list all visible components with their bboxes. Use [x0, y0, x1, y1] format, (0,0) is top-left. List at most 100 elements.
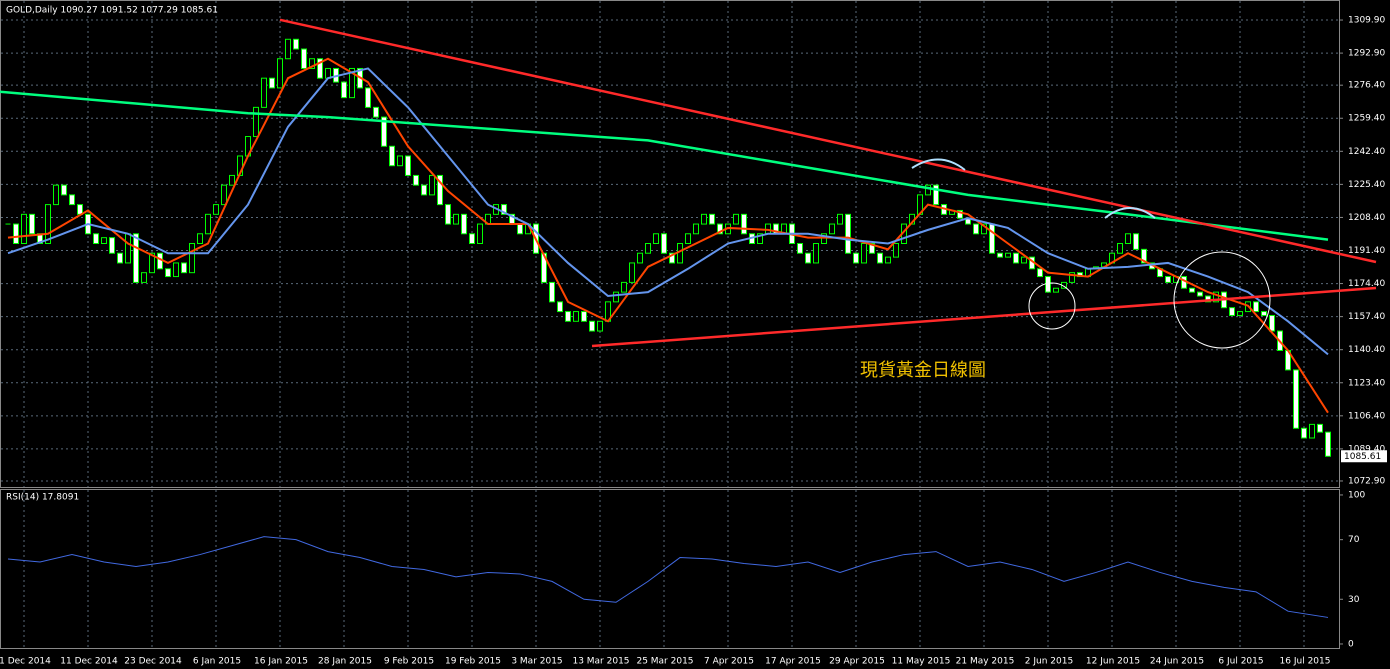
- candle: [125, 233, 131, 264]
- candle: [373, 106, 379, 118]
- y-tick-label: 70: [1348, 535, 1360, 545]
- candle: [1117, 243, 1123, 254]
- candle: [709, 213, 715, 225]
- y-tick-label: 1276.40: [1348, 81, 1385, 91]
- indicator-line: [7, 57, 1329, 414]
- candle: [365, 87, 371, 108]
- candle: [845, 213, 851, 254]
- x-tick-label: 2 Jun 2015: [1025, 657, 1073, 667]
- candle: [93, 233, 99, 244]
- candle: [1293, 369, 1299, 429]
- highlight-arc: [1104, 207, 1156, 219]
- candle: [253, 106, 259, 138]
- candle: [117, 252, 123, 264]
- candle: [869, 243, 875, 254]
- x-tick-label: 19 Feb 2015: [445, 657, 501, 667]
- candle: [517, 223, 523, 235]
- candle: [29, 213, 35, 235]
- x-tick-label: 6 Jul 2015: [1218, 657, 1263, 667]
- candle: [885, 256, 891, 264]
- candle: [21, 213, 27, 244]
- candle: [1141, 248, 1147, 264]
- indicator-line: [0, 90, 1329, 241]
- candle: [1197, 291, 1203, 297]
- x-tick-label: 16 Jan 2015: [254, 657, 308, 667]
- candle: [405, 155, 411, 176]
- candle: [1165, 276, 1171, 283]
- candle: [653, 233, 659, 244]
- candle: [477, 223, 483, 244]
- candle: [101, 237, 107, 244]
- candle: [13, 223, 19, 244]
- candle: [621, 281, 627, 293]
- indicator-line: [279, 18, 1377, 264]
- y-tick-label: 1259.40: [1348, 114, 1385, 124]
- candle: [1301, 427, 1307, 439]
- candle: [173, 262, 179, 278]
- candle: [325, 67, 331, 79]
- candle: [501, 204, 507, 215]
- candle: [837, 213, 843, 225]
- y-tick-label: 100: [1348, 490, 1365, 500]
- candle: [293, 38, 299, 50]
- candle: [1189, 287, 1195, 293]
- candle: [693, 223, 699, 235]
- candle: [669, 252, 675, 264]
- candle: [853, 252, 859, 264]
- candle: [813, 243, 819, 264]
- x-tick-label: 13 Mar 2015: [572, 657, 629, 667]
- y-tick-label: 30: [1348, 595, 1360, 605]
- candle: [925, 184, 931, 196]
- candle: [1069, 272, 1075, 283]
- candle: [933, 184, 939, 206]
- y-tick-label: 1089.40: [1348, 444, 1385, 454]
- x-tick-label: 6 Jan 2015: [193, 657, 241, 667]
- rsi-header: RSI(14) 17.8091: [6, 493, 79, 503]
- candle: [1213, 291, 1219, 303]
- candle: [437, 174, 443, 206]
- x-tick-label: 29 Apr 2015: [829, 657, 885, 667]
- candle: [1317, 423, 1323, 433]
- x-tick-label: 7 Apr 2015: [704, 657, 754, 667]
- candle: [141, 272, 147, 283]
- candle: [165, 268, 171, 278]
- x-tick-label: 16 Jul 2015: [1280, 657, 1331, 667]
- candle: [733, 213, 739, 225]
- y-tick-label: 1225.40: [1348, 180, 1385, 190]
- candle: [1309, 423, 1315, 439]
- candle: [469, 233, 475, 244]
- candle: [309, 58, 315, 69]
- candle: [229, 174, 235, 186]
- annotation: 現貨黃金日線圖: [860, 360, 986, 381]
- y-tick-label: 1157.40: [1348, 312, 1385, 322]
- y-tick-label: 1106.40: [1348, 411, 1385, 421]
- candle: [589, 320, 595, 332]
- x-tick-label: 24 Jun 2015: [1150, 657, 1204, 667]
- candle: [1325, 431, 1331, 457]
- candle: [349, 67, 355, 99]
- candle: [1237, 311, 1243, 316]
- candle: [989, 223, 995, 254]
- candle: [429, 174, 435, 196]
- x-tick-label: 11 May 2015: [892, 657, 951, 667]
- candle: [341, 81, 347, 99]
- candle: [1013, 252, 1019, 264]
- y-tick-label: 1242.40: [1348, 147, 1385, 157]
- candle: [221, 184, 227, 206]
- candle: [1269, 314, 1275, 332]
- candle: [69, 194, 75, 206]
- candle: [213, 204, 219, 215]
- candle: [741, 213, 747, 235]
- candle: [381, 116, 387, 147]
- indicator-line: [7, 67, 1329, 356]
- x-tick-label: 3 Mar 2015: [511, 657, 562, 667]
- y-tick-label: 1309.90: [1348, 16, 1385, 26]
- candle: [1253, 301, 1259, 313]
- candle: [1037, 268, 1043, 278]
- candle: [445, 204, 451, 225]
- candle: [461, 213, 467, 235]
- candle: [1021, 256, 1027, 264]
- candle: [829, 223, 835, 235]
- candle: [197, 233, 203, 244]
